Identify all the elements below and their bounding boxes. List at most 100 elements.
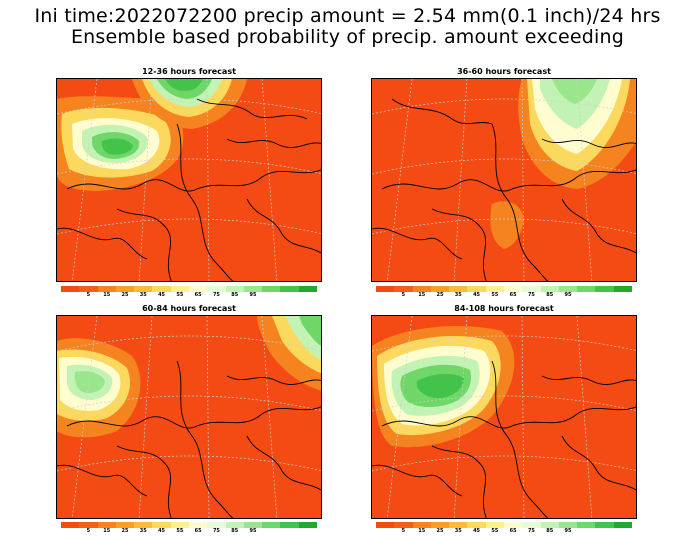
colorbar-swatch (115, 522, 135, 528)
colorbar-swatch (412, 286, 431, 292)
colorbar-swatch (577, 522, 596, 528)
colorbar-swatch (61, 286, 80, 292)
colorbar-swatch (595, 286, 614, 292)
colorbar-label: 95 (564, 528, 572, 534)
colorbar-swatch (577, 286, 596, 292)
colorbar: 5 15 25 35 45 55 65 75 85 95 (61, 286, 317, 299)
colorbar-swatch (170, 522, 189, 528)
probability-map (56, 315, 322, 519)
colorbar-label: 85 (231, 292, 239, 298)
colorbar-swatch (262, 286, 281, 292)
colorbar-label: 85 (546, 292, 554, 298)
colorbar-label: 5 (401, 292, 406, 298)
colorbar-swatch (280, 522, 299, 528)
colorbar-label: 55 (176, 528, 184, 534)
colorbar-swatch (79, 286, 98, 292)
colorbar-label: 15 (103, 528, 111, 534)
colorbar-swatch (207, 522, 226, 528)
colorbar-swatch (134, 286, 153, 292)
colorbar-swatch (207, 286, 226, 292)
colorbar: 5 15 25 35 45 55 65 75 85 95 (61, 522, 317, 535)
probability-map (371, 78, 637, 282)
colorbar: 5 15 25 35 45 55 65 75 85 95 (376, 522, 632, 535)
colorbar-swatch (61, 522, 80, 528)
colorbar-swatch (467, 286, 486, 292)
colorbar-swatch (412, 522, 431, 528)
colorbar-label: 65 (509, 528, 517, 534)
colorbar-swatch (376, 286, 395, 292)
colorbar-swatch (243, 522, 263, 528)
colorbar-swatch (503, 522, 523, 528)
colorbar-strip (61, 522, 317, 528)
colorbar-label: 95 (249, 528, 257, 534)
colorbar-label: 35 (139, 528, 147, 534)
colorbar-label: 35 (139, 292, 147, 298)
colorbar-swatch (225, 286, 244, 292)
title-line-1: Ini time:2022072200 precip amount = 2.54… (34, 5, 661, 27)
colorbar-label: 65 (509, 292, 517, 298)
colorbar-label: 75 (212, 292, 220, 298)
colorbar-swatch (115, 286, 135, 292)
colorbar-swatch (394, 286, 413, 292)
colorbar-swatch (79, 522, 98, 528)
panel-title: 84-108 hours forecast (454, 304, 554, 313)
panel-title: 60-84 hours forecast (142, 304, 236, 313)
colorbar-swatch (522, 522, 541, 528)
colorbar-label: 35 (454, 528, 462, 534)
colorbar-label: 5 (86, 292, 91, 298)
colorbar-strip (376, 522, 632, 528)
colorbar-swatch (298, 286, 317, 292)
colorbar-strip (61, 286, 317, 292)
colorbar-label: 5 (401, 528, 406, 534)
colorbar-label: 45 (473, 292, 481, 298)
colorbar-swatch (188, 286, 208, 292)
forecast-panel-60-84: 60-84 hours forecast (56, 304, 322, 519)
title-line-2: Ensemble based probability of precip. am… (70, 26, 625, 48)
colorbar-swatch (280, 286, 299, 292)
colorbar-label: 15 (418, 528, 426, 534)
colorbar-label: 75 (527, 528, 535, 534)
colorbar-swatch (613, 286, 632, 292)
forecast-panel-84-108: 84-108 hours forecast (371, 304, 637, 519)
forecast-panel-12-36: 12-36 hours forecast (56, 67, 322, 282)
colorbar-label: 55 (176, 292, 184, 298)
colorbar-swatch (485, 522, 504, 528)
colorbar-swatch (298, 522, 317, 528)
panel-title: 36-60 hours forecast (457, 67, 551, 76)
colorbar-swatch (522, 286, 541, 292)
colorbar-swatch (430, 286, 450, 292)
colorbar-swatch (97, 522, 116, 528)
colorbar-label: 35 (454, 292, 462, 298)
colorbar-label: 95 (564, 292, 572, 298)
colorbar-label: 25 (436, 292, 444, 298)
colorbar-label: 55 (491, 528, 499, 534)
colorbar-label: 75 (527, 292, 535, 298)
colorbar-swatch (595, 522, 614, 528)
colorbar-label: 15 (418, 292, 426, 298)
colorbar-swatch (540, 286, 559, 292)
colorbar-label: 25 (436, 528, 444, 534)
colorbar-label: 85 (231, 528, 239, 534)
panel-title: 12-36 hours forecast (142, 67, 236, 76)
colorbar-label: 95 (249, 292, 257, 298)
colorbar-label: 25 (121, 292, 129, 298)
colorbar-label: 15 (103, 292, 111, 298)
colorbar-label: 5 (86, 528, 91, 534)
colorbar-swatch (613, 522, 632, 528)
colorbar-swatch (225, 522, 244, 528)
colorbar-label: 75 (212, 528, 220, 534)
colorbar-swatch (540, 522, 559, 528)
forecast-panel-36-60: 36-60 hours forecast (371, 67, 637, 282)
colorbar-swatch (558, 286, 578, 292)
colorbar-swatch (262, 522, 281, 528)
colorbar-swatch (152, 286, 171, 292)
colorbar-swatch (376, 522, 395, 528)
colorbar-swatch (467, 522, 486, 528)
colorbar-label: 55 (491, 292, 499, 298)
probability-map (56, 78, 322, 282)
colorbar-labels: 5 15 25 35 45 55 65 75 85 95 (376, 528, 632, 535)
colorbar-swatch (170, 286, 189, 292)
colorbar-strip (376, 286, 632, 292)
colorbar-swatch (558, 522, 578, 528)
colorbar-swatch (134, 522, 153, 528)
